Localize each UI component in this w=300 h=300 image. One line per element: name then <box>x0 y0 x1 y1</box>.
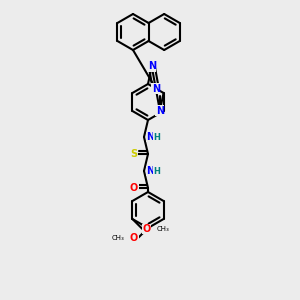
Text: CH₃: CH₃ <box>156 226 169 232</box>
Text: H: H <box>153 167 160 176</box>
Text: N: N <box>152 83 160 94</box>
Text: N: N <box>148 61 156 71</box>
Text: N: N <box>156 106 164 116</box>
Text: H: H <box>153 133 160 142</box>
Text: O: O <box>130 183 138 193</box>
Text: N: N <box>146 132 154 142</box>
Text: CH₃: CH₃ <box>111 235 124 241</box>
Text: O: O <box>142 224 151 234</box>
Text: O: O <box>130 233 138 243</box>
Text: S: S <box>130 149 138 159</box>
Text: N: N <box>146 166 154 176</box>
